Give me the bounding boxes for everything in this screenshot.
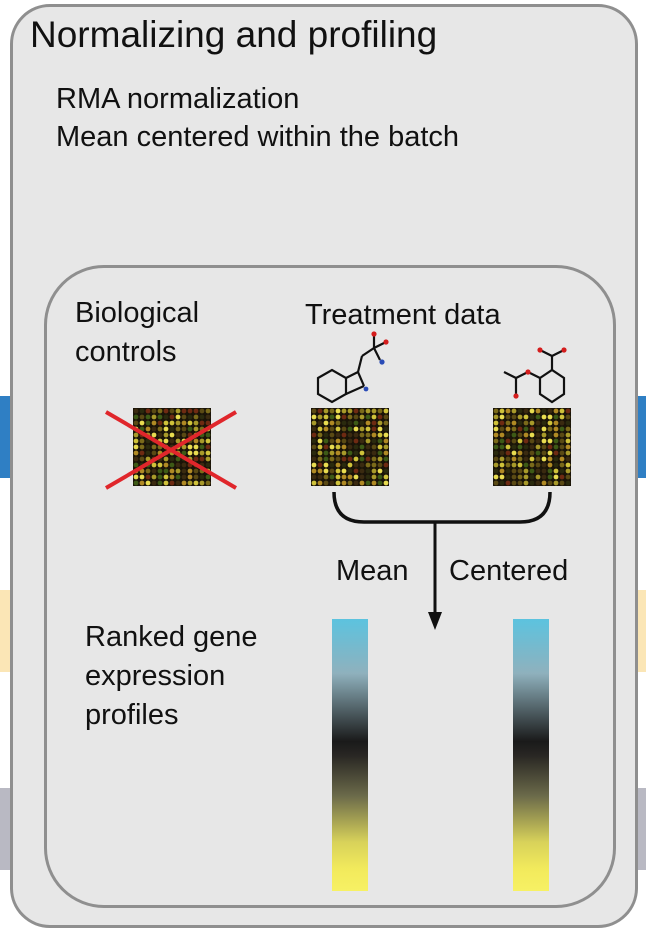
panel-title: Normalizing and profiling [30,14,438,55]
ranked-profiles-line-1: Ranked gene [85,621,258,653]
treatment-microarray-2 [493,408,571,486]
arrow-label-mean: Mean [336,555,409,587]
excluded-cross-icon [104,410,238,490]
biological-controls-line-2: controls [75,336,177,368]
step-mean-centered: Mean centered within the batch [56,121,460,153]
treatment-microarray-1 [311,408,389,486]
compound-structure-2-icon [503,347,567,404]
ranked-profile-bar-1 [332,619,368,891]
ranked-profiles-line-2: expression [85,660,226,692]
merge-arrow [332,491,552,630]
biological-controls-label: Biological controls [75,294,199,372]
ranked-profiles-label: Ranked gene expression profiles [85,618,258,735]
arrow-label-centered: Centered [449,555,569,587]
ranked-profile-bar-2 [513,619,549,891]
biological-controls-line-1: Biological [75,297,200,329]
step-rma-normalization: RMA normalization [56,83,300,115]
treatment-data-label: Treatment data [305,299,501,331]
ranked-profiles-line-3: profiles [85,699,179,731]
compound-structure-1-icon [316,331,389,404]
